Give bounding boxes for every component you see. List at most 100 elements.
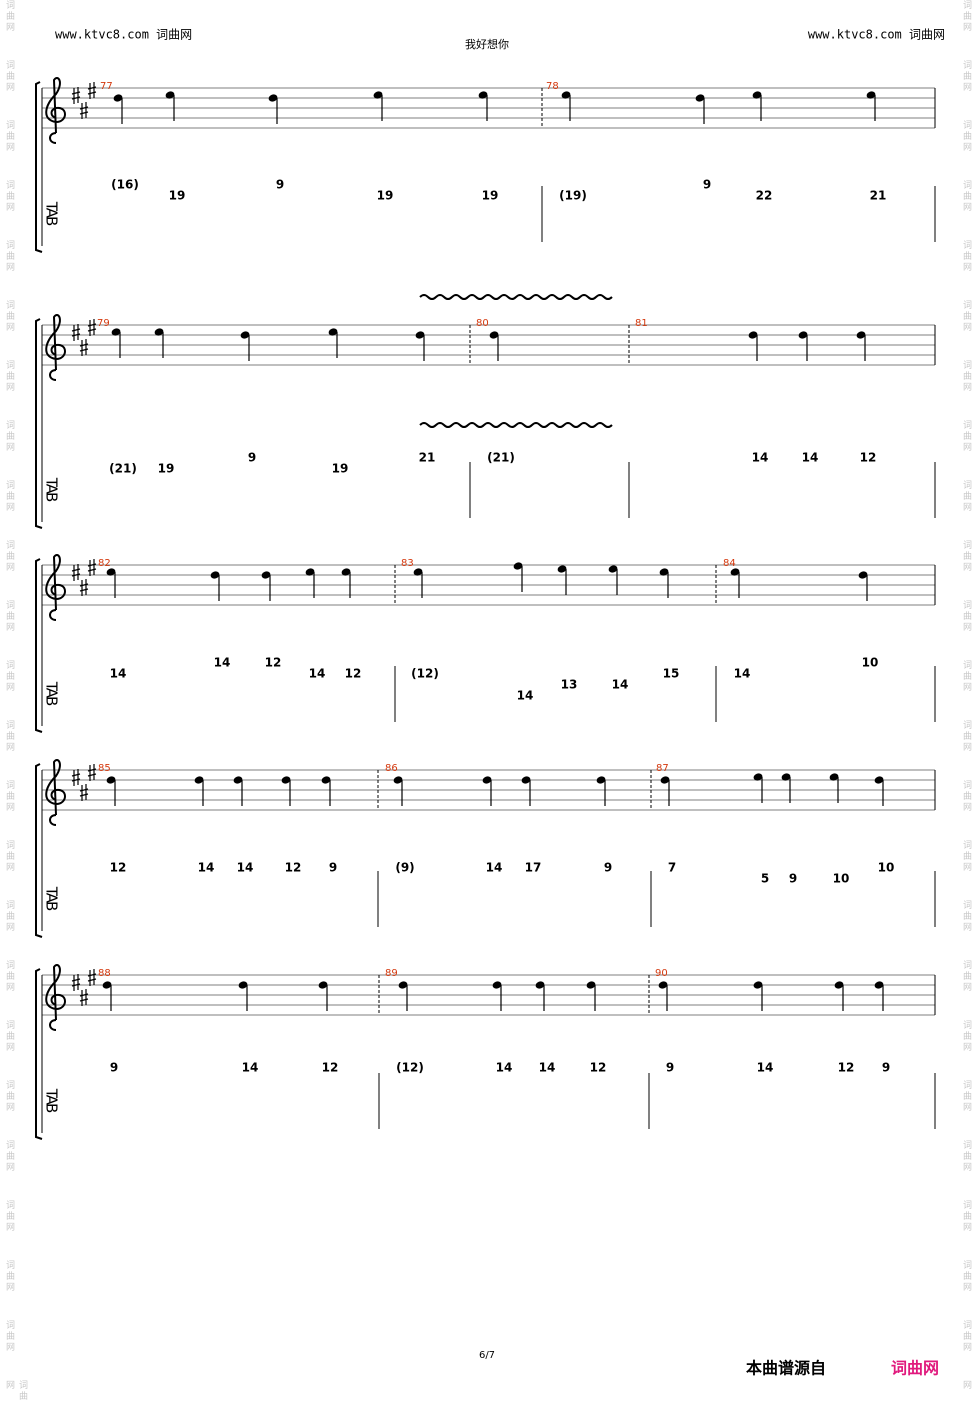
vibrato [419,294,613,300]
watermark: 词曲网 [4,60,14,93]
watermark: 词曲网 [4,1080,14,1113]
tab-number: 14 [539,1061,556,1075]
watermark: 词曲网 [961,600,971,633]
note-head [482,776,492,784]
watermark: 词曲网 [961,780,971,813]
note-head [874,981,884,989]
bracket [35,968,43,1140]
note-head [113,94,123,102]
tab-number: 9 [329,861,337,875]
note-head [233,776,243,784]
tab-number: 14 [517,689,534,703]
tab-number: (21) [487,451,515,465]
watermark: 词曲网 [4,360,14,393]
tab-number: (9) [395,861,414,875]
measure-number: 84 [723,558,736,569]
tab-number: 14 [237,861,254,875]
sharp [87,764,97,781]
watermark: 词曲网 [4,1320,14,1353]
sharp [79,339,89,356]
clef [45,963,66,1031]
tab-number: 9 [604,861,612,875]
measure-number: 89 [385,968,398,979]
bracket [35,81,43,253]
note-head [557,565,567,573]
watermark: 词曲网 [961,0,971,33]
note-head [521,776,531,784]
note-head [238,981,248,989]
tab-number: 19 [377,189,394,203]
tab-number: 9 [789,872,797,886]
tab-number: 14 [757,1061,774,1075]
tab-number: 9 [666,1061,674,1075]
tab-number: 10 [878,861,895,875]
watermark: 词曲网 [961,540,971,573]
note-head [781,773,791,781]
note-head [798,331,808,339]
sharp [79,102,89,119]
watermark: 词曲网 [961,840,971,873]
note-head [210,571,220,579]
tab-number: 14 [752,451,769,465]
note-head [660,776,670,784]
measure-number: 80 [476,318,489,329]
sharp [79,784,89,801]
tab-number: 14 [309,667,326,681]
note-head [834,981,844,989]
note-head [561,91,571,99]
tab-number: 19 [482,189,499,203]
note-head [328,328,338,336]
watermark: 词曲网 [4,1200,14,1233]
watermark: 词曲网 [961,660,971,693]
note-head [753,773,763,781]
clef [45,313,66,381]
tab-number: 12 [838,1061,855,1075]
source-label: 本曲谱源自 [746,1359,826,1378]
tab-number: 12 [285,861,302,875]
tab-number: 12 [322,1061,339,1075]
tab-number: 14 [242,1061,259,1075]
watermark: 词曲网 [4,180,14,213]
watermark: 词曲网 [961,300,971,333]
note-head [321,776,331,784]
note-head [492,981,502,989]
tab-number: 14 [110,667,127,681]
watermark: 词曲网 [961,1320,971,1353]
clef [45,553,66,621]
tab-number: 21 [419,451,436,465]
tab-clef: TAB [43,886,61,911]
sharp [87,82,97,99]
watermark: 词曲网 [4,720,14,753]
tab-number: (21) [109,462,137,476]
watermark: 词曲网 [961,1140,971,1173]
watermark: 词曲网 [961,1200,971,1233]
tab-number: 9 [882,1061,890,1075]
note-head [856,331,866,339]
watermark: 词曲网 [4,840,14,873]
tab-number: 12 [110,861,127,875]
note-head [535,981,545,989]
note-head [596,776,606,784]
note-head [753,981,763,989]
source-site: 词曲网 [891,1359,939,1378]
watermark: 词曲网 [4,240,14,273]
note-head [165,91,175,99]
tab-number: 10 [862,656,879,670]
note-head [866,91,876,99]
tab-number: 14 [214,656,231,670]
sharp [71,974,81,991]
sharp [87,559,97,576]
tab-clef: TAB [43,1088,61,1113]
note-head [305,568,315,576]
note-head [659,568,669,576]
note-head [415,331,425,339]
note-head [858,571,868,579]
tab-clef: TAB [43,681,61,706]
note-head [102,981,112,989]
measure-number: 90 [655,968,668,979]
note-head [154,328,164,336]
watermark: 词曲网 [4,900,14,933]
tab-number: 7 [668,861,676,875]
measure-number: 78 [546,81,559,92]
